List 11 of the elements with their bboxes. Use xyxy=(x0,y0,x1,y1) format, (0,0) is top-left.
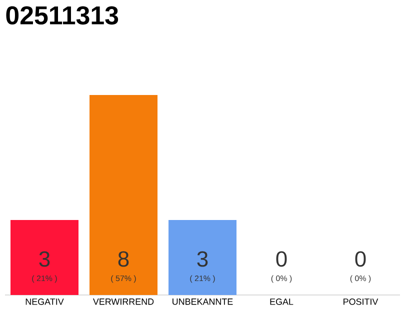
x-tick-label: NEGATIV xyxy=(26,298,64,305)
data-label: 3 xyxy=(197,251,208,267)
data-label: 3 xyxy=(39,251,50,267)
x-tick-label: VERWIRREND xyxy=(92,298,154,305)
x-tick-label: EGAL xyxy=(270,298,294,305)
data-label: 8 xyxy=(118,251,129,267)
x-tick-label: UNBEKANNTE xyxy=(172,298,233,305)
chart-title: 02511313 xyxy=(6,6,118,25)
data-label: 0 xyxy=(276,251,287,267)
data-label: 0 xyxy=(355,251,366,267)
x-tick-label: POSITIV xyxy=(344,298,378,305)
